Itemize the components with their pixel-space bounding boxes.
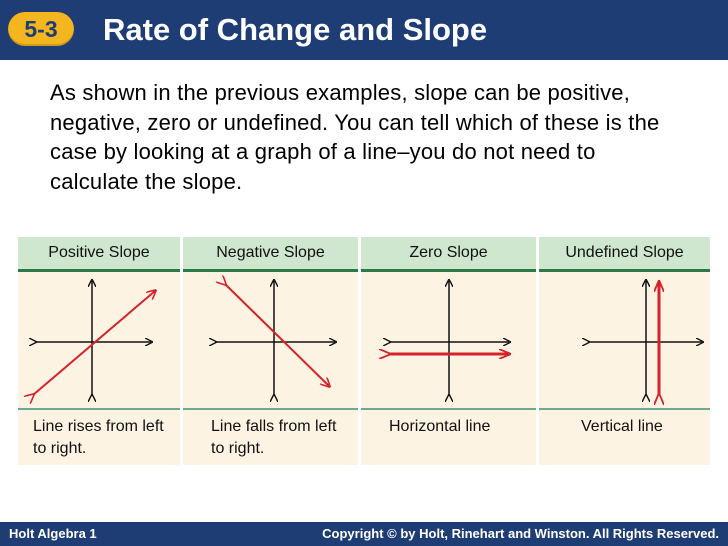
zero-slope-graph-icon: [361, 272, 536, 408]
column-caption-cell: Line rises from left to right.: [18, 408, 180, 465]
footer-bar: Holt Algebra 1 Copyright © by Holt, Rine…: [0, 522, 728, 546]
undefined-slope-graph-icon: [539, 272, 710, 408]
footer-copyright: Copyright © by Holt, Rinehart and Winsto…: [322, 526, 719, 541]
column-caption-cell: Horizontal line: [361, 408, 536, 465]
column-caption-cell: Line falls from left to right.: [183, 408, 358, 465]
column-caption: Line rises from left to right.: [33, 418, 164, 457]
column-divider: [180, 237, 183, 463]
column-undefined-slope: Undefined Slope Vertical line: [539, 237, 710, 465]
column-caption: Vertical line: [581, 418, 663, 435]
column-caption-cell: Vertical line: [539, 408, 710, 465]
negative-slope-graph-icon: [183, 272, 358, 408]
column-negative-slope: Negative Slope Line falls from left to r…: [183, 237, 358, 465]
column-divider: [536, 237, 539, 463]
column-heading: Zero Slope: [361, 237, 536, 272]
lesson-badge: 5-3: [8, 12, 74, 46]
column-caption: Line falls from left to right.: [211, 418, 337, 457]
slope-types-table: Positive Slope Line rises from left to r…: [18, 237, 710, 465]
intro-paragraph: As shown in the previous examples, slope…: [50, 80, 660, 194]
positive-slope-graph-icon: [18, 272, 180, 408]
column-positive-slope: Positive Slope Line rises from left to r…: [18, 237, 180, 465]
column-heading: Negative Slope: [183, 237, 358, 272]
column-caption: Horizontal line: [389, 418, 491, 435]
column-zero-slope: Zero Slope Horizontal line: [361, 237, 536, 465]
column-heading: Undefined Slope: [539, 237, 710, 272]
header-bar: 5-3 Rate of Change and Slope: [0, 0, 728, 60]
footer-book-title: Holt Algebra 1: [9, 526, 97, 541]
column-heading: Positive Slope: [18, 237, 180, 272]
page-title: Rate of Change and Slope: [103, 12, 488, 47]
column-divider: [358, 237, 361, 463]
